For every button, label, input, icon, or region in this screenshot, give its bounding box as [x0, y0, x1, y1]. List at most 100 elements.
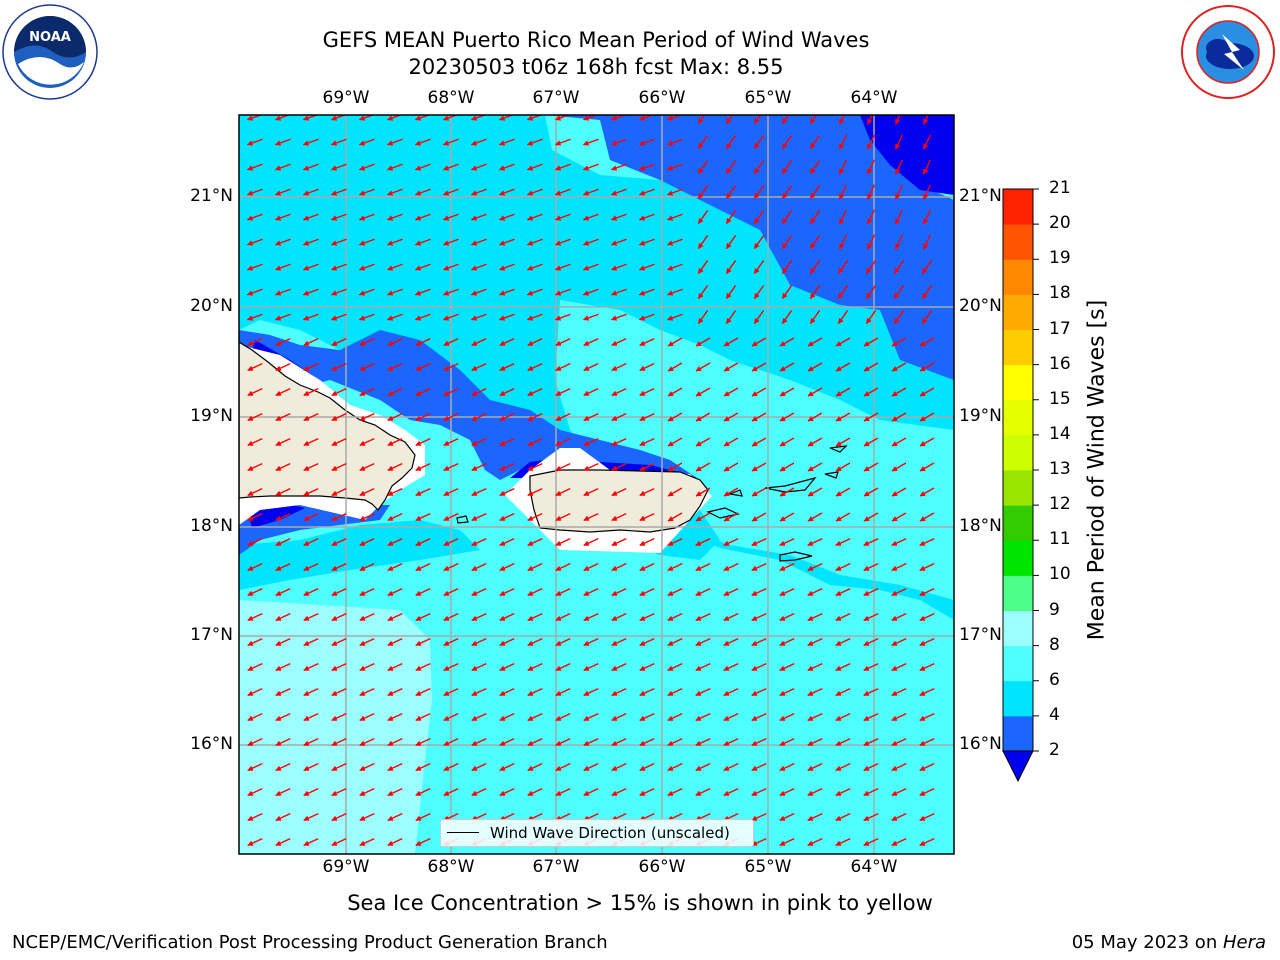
wave-direction-arrow — [358, 313, 375, 321]
wave-direction-arrow — [526, 313, 543, 321]
wave-direction-arrow — [359, 487, 375, 497]
wave-direction-arrow — [582, 188, 599, 196]
wave-direction-arrow — [807, 487, 823, 497]
wave-direction-arrow — [303, 637, 319, 647]
colorbar-segment — [1003, 645, 1033, 682]
wave-direction-arrow — [807, 362, 823, 372]
wave-direction-arrow — [442, 288, 459, 296]
map-subtitle-forecast: 20230503 t06z 168h fcst Max: 8.55 — [408, 55, 784, 79]
wave-direction-arrow — [387, 337, 403, 347]
wave-direction-arrow — [470, 138, 487, 146]
footer-machine: Hera — [1222, 932, 1266, 953]
wave-direction-arrow — [835, 687, 851, 697]
wave-direction-arrow — [725, 185, 737, 200]
wave-direction-arrow — [583, 362, 599, 372]
wave-direction-arrow — [527, 412, 543, 422]
wave-direction-arrow — [921, 260, 933, 275]
wave-direction-arrow — [891, 387, 907, 397]
wave-direction-arrow — [667, 537, 683, 547]
wave-direction-arrow — [781, 160, 793, 175]
wave-direction-arrow — [723, 637, 739, 647]
wave-direction-arrow — [751, 662, 767, 672]
wave-direction-arrow — [807, 612, 823, 622]
wave-direction-arrow — [838, 184, 848, 200]
wave-direction-arrow — [443, 762, 459, 772]
wave-direction-arrow — [471, 437, 487, 447]
wave-direction-arrow — [835, 587, 851, 597]
wave-direction-arrow — [611, 587, 627, 597]
wave-direction-arrow — [526, 263, 543, 271]
wave-direction-arrow — [697, 210, 709, 225]
wave-direction-arrow — [359, 837, 375, 847]
wave-direction-arrow — [583, 412, 599, 422]
wave-direction-arrow — [611, 662, 627, 672]
wave-direction-arrow — [555, 637, 571, 647]
wave-direction-arrow — [246, 138, 263, 146]
wave-direction-arrow — [922, 115, 929, 125]
wave-direction-arrow — [555, 562, 571, 572]
wave-direction-arrow — [247, 437, 263, 447]
wave-direction-arrow — [779, 387, 795, 397]
wave-direction-arrow — [723, 587, 739, 597]
tick-label: 20°N — [959, 296, 1002, 316]
wave-direction-arrow — [527, 637, 543, 647]
wave-direction-arrow — [781, 185, 793, 200]
wave-direction-arrow — [471, 387, 487, 397]
colorbar-segment — [1003, 575, 1033, 611]
wave-direction-arrow — [498, 263, 515, 271]
wave-direction-arrow — [527, 387, 543, 397]
wave-direction-arrow — [246, 288, 263, 296]
wave-direction-arrow — [894, 184, 904, 200]
wave-direction-arrow — [919, 462, 935, 472]
wave-direction-arrow — [611, 612, 627, 622]
wave-direction-arrow — [331, 637, 347, 647]
wave-direction-arrow — [386, 313, 403, 321]
wave-direction-arrow — [554, 163, 571, 171]
wave-direction-arrow — [526, 238, 543, 246]
wave-direction-arrow — [386, 163, 403, 171]
wave-direction-arrow — [274, 163, 291, 171]
wave-direction-arrow — [639, 737, 655, 747]
wave-direction-arrow — [582, 238, 599, 246]
wave-direction-arrow — [471, 537, 487, 547]
wave-direction-arrow — [275, 637, 291, 647]
wave-direction-arrow — [807, 762, 823, 772]
wave-direction-arrow — [837, 285, 849, 300]
wave-direction-arrow — [274, 313, 291, 321]
wave-direction-arrow — [863, 437, 879, 447]
wave-direction-arrow — [891, 737, 907, 747]
wave-direction-arrow — [415, 737, 431, 747]
wave-direction-arrow — [527, 737, 543, 747]
wave-direction-arrow — [247, 562, 263, 572]
wave-direction-arrow — [275, 387, 291, 397]
wave-direction-arrow — [443, 612, 459, 622]
wave-direction-arrow — [582, 138, 599, 146]
wave-direction-arrow — [555, 737, 571, 747]
wave-direction-arrow — [471, 462, 487, 472]
wave-direction-arrow — [751, 812, 767, 822]
wave-direction-arrow — [919, 787, 935, 797]
wave-direction-arrow — [638, 213, 655, 221]
wave-direction-arrow — [610, 313, 627, 321]
wave-direction-arrow — [415, 362, 431, 372]
wave-direction-arrow — [751, 487, 767, 497]
wave-direction-arrow — [386, 263, 403, 271]
wave-direction-arrow — [331, 587, 347, 597]
colorbar-segment — [1003, 189, 1033, 225]
wave-direction-arrow — [330, 313, 347, 321]
wave-direction-arrow — [894, 115, 901, 125]
wave-direction-arrow — [835, 762, 851, 772]
wave-direction-arrow — [779, 687, 795, 697]
wave-direction-arrow — [387, 537, 403, 547]
wave-direction-arrow — [527, 787, 543, 797]
wave-direction-arrow — [359, 462, 375, 472]
wave-direction-arrow — [610, 188, 627, 196]
wave-direction-arrow — [583, 512, 599, 522]
wave-direction-arrow — [667, 637, 683, 647]
wave-direction-arrow — [443, 412, 459, 422]
wave-direction-arrow — [835, 387, 851, 397]
wave-direction-arrow — [779, 712, 795, 722]
wave-direction-arrow — [331, 537, 347, 547]
wave-direction-arrow — [891, 512, 907, 522]
wave-direction-arrow — [639, 412, 655, 422]
